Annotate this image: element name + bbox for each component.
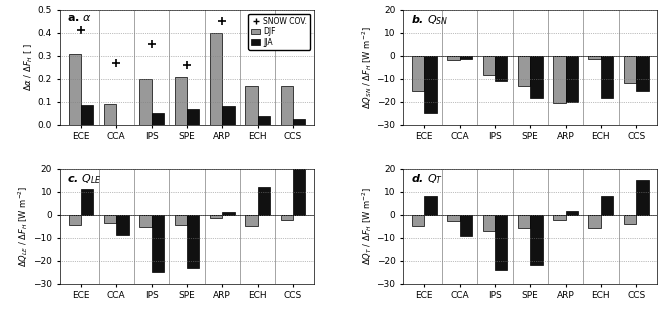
Bar	[293, 169, 305, 215]
Bar	[258, 187, 270, 215]
Bar	[518, 215, 531, 229]
Text: a. $\alpha$: a. $\alpha$	[67, 13, 92, 23]
Bar	[116, 215, 129, 235]
Bar	[424, 196, 437, 215]
Bar	[566, 211, 578, 215]
Bar	[601, 56, 614, 98]
Legend: SNOW COV., DJF, JJA: SNOW COV., DJF, JJA	[248, 14, 310, 50]
Bar	[187, 215, 199, 268]
Bar	[68, 53, 81, 125]
Bar	[210, 33, 222, 125]
Bar	[483, 215, 495, 231]
Bar	[81, 105, 94, 125]
Bar	[424, 56, 437, 113]
Bar	[104, 215, 116, 223]
Bar	[245, 86, 258, 125]
Bar	[412, 215, 424, 226]
Bar	[139, 79, 151, 125]
Bar	[566, 56, 578, 102]
Bar	[495, 56, 507, 81]
Bar	[412, 56, 424, 92]
Bar	[483, 56, 495, 75]
Bar	[81, 189, 94, 215]
Bar	[601, 196, 614, 215]
Bar	[280, 215, 293, 220]
Bar	[531, 56, 542, 98]
Bar	[222, 106, 234, 125]
Bar	[623, 215, 636, 224]
Bar	[448, 215, 459, 221]
Bar	[588, 215, 601, 229]
Bar	[245, 215, 258, 226]
Bar	[636, 56, 649, 92]
Bar	[175, 215, 187, 225]
Y-axis label: $\Delta\alpha$ / $\Delta F_H$ [ ]: $\Delta\alpha$ / $\Delta F_H$ [ ]	[23, 43, 35, 91]
Bar	[448, 56, 459, 60]
Text: b. $Q_{SN}$: b. $Q_{SN}$	[411, 13, 448, 27]
Bar	[280, 86, 293, 125]
Bar	[210, 215, 222, 218]
Y-axis label: $\Delta Q_{SN}$ / $\Delta F_H$ [W m$^{-2}$]: $\Delta Q_{SN}$ / $\Delta F_H$ [W m$^{-2…	[360, 26, 374, 109]
Bar	[68, 215, 81, 225]
Bar	[459, 56, 472, 59]
Bar	[104, 104, 116, 125]
Y-axis label: $\Delta Q_T$ / $\Delta F_H$ [W m$^{-2}$]: $\Delta Q_T$ / $\Delta F_H$ [W m$^{-2}$]	[360, 187, 374, 265]
Bar	[151, 215, 164, 272]
Bar	[553, 215, 566, 220]
Text: c. $Q_{LE}$: c. $Q_{LE}$	[67, 172, 102, 186]
Bar	[293, 119, 305, 125]
Bar	[623, 56, 636, 83]
Bar	[116, 125, 129, 126]
Bar	[531, 215, 542, 265]
Bar	[518, 56, 531, 86]
Bar	[459, 215, 472, 236]
Bar	[258, 116, 270, 125]
Bar	[175, 77, 187, 125]
Bar	[495, 215, 507, 270]
Bar	[588, 56, 601, 59]
Y-axis label: $\Delta Q_{LE}$ / $\Delta F_H$ [W m$^{-2}$]: $\Delta Q_{LE}$ / $\Delta F_H$ [W m$^{-2…	[17, 185, 31, 267]
Bar	[187, 109, 199, 125]
Bar	[151, 113, 164, 125]
Text: d. $Q_T$: d. $Q_T$	[411, 172, 443, 186]
Bar	[636, 180, 649, 215]
Bar	[139, 215, 151, 227]
Bar	[222, 212, 234, 215]
Bar	[553, 56, 566, 103]
